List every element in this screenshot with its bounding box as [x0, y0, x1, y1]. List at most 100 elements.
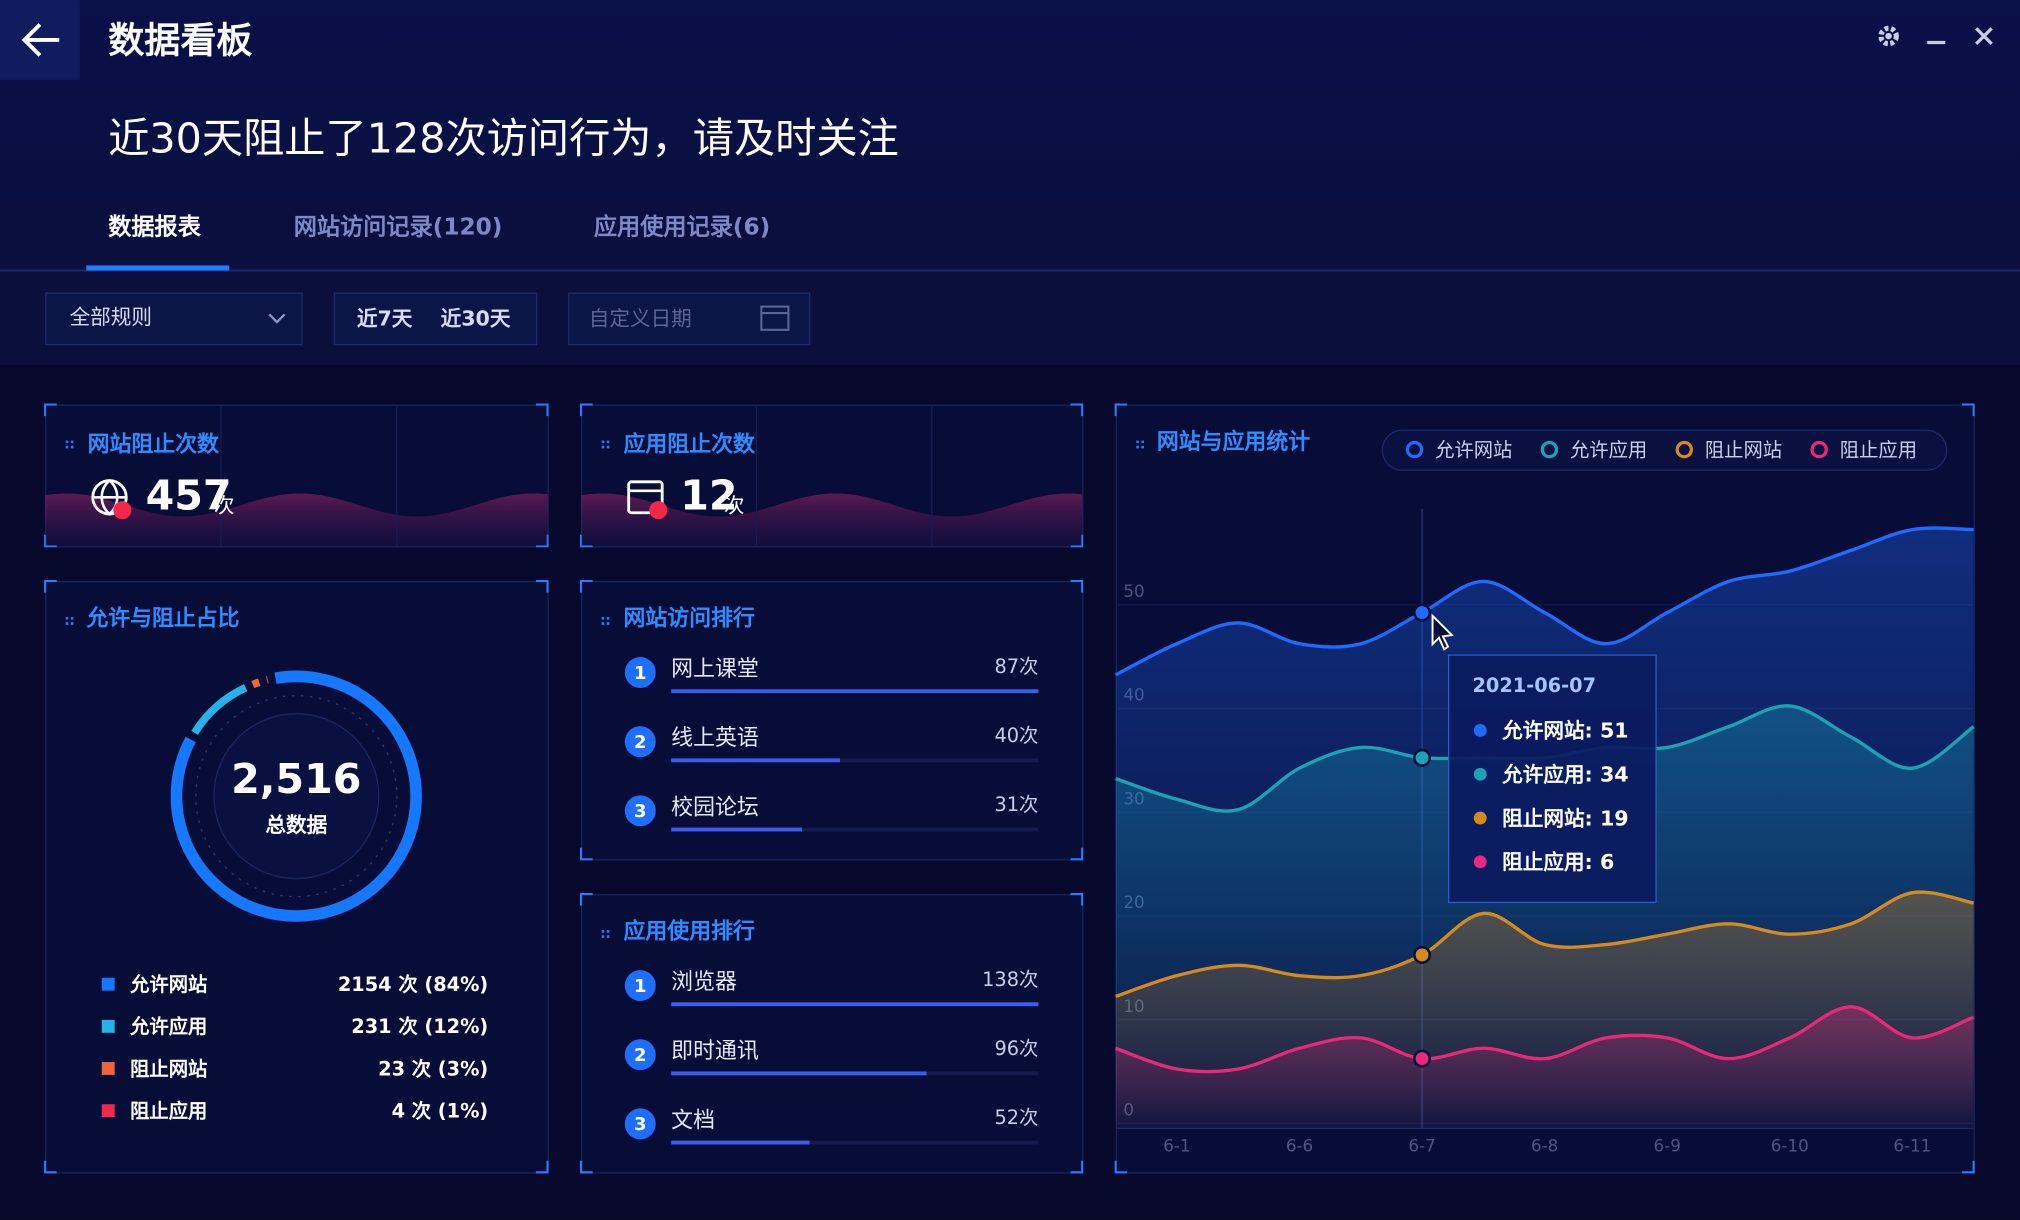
rank-track	[671, 827, 1039, 832]
tooltip-dot	[1473, 811, 1487, 825]
series-line	[1115, 1005, 1975, 1074]
date-input[interactable]	[568, 292, 811, 346]
card-corner	[1070, 893, 1084, 906]
card-corner	[1114, 1160, 1128, 1174]
page-title: 数据看板	[108, 20, 252, 62]
card-title-dots	[601, 930, 610, 938]
rank-value: 138次	[982, 968, 1038, 991]
x-tick-label: 6-1	[1163, 1136, 1190, 1156]
hover-point	[1413, 945, 1432, 964]
card-wave	[45, 493, 548, 547]
card-corner	[44, 579, 57, 593]
tab-underline	[86, 265, 230, 271]
notice: 近30天阻止了128次访问行为，请及时关注	[108, 115, 899, 163]
legend-name: 阻止网站	[130, 1057, 207, 1080]
rank-number: 3	[634, 1114, 647, 1135]
tooltip-item: 允许应用: 34	[1501, 763, 1629, 787]
x-tick-label: 6-6	[1286, 1136, 1313, 1156]
tooltip-dot	[1473, 724, 1487, 737]
hover-point	[1413, 1049, 1432, 1068]
tooltip-date: 2021-06-07	[1472, 674, 1596, 697]
rule-select[interactable]	[45, 292, 303, 346]
card-title-dots	[601, 440, 610, 449]
card-corner	[535, 579, 549, 593]
card-title-dots	[601, 617, 610, 625]
rank-bar	[671, 1002, 1039, 1007]
rank-bar	[671, 758, 840, 763]
donut-segment	[170, 670, 422, 922]
donut-segment	[191, 684, 248, 735]
rank-badge	[624, 1108, 656, 1140]
chevron	[268, 313, 286, 324]
rank-bar	[671, 1140, 810, 1145]
x-tick-label: 6-11	[1893, 1136, 1931, 1156]
card-title: 应用使用排行	[624, 919, 755, 945]
card-corner	[1114, 403, 1128, 417]
tab[interactable]: 数据报表	[108, 214, 202, 241]
block-badge	[649, 501, 668, 520]
card-title: 应用阻止次数	[624, 432, 755, 458]
tooltip-item: 阻止应用: 6	[1502, 850, 1614, 874]
series-area	[1115, 1006, 1974, 1129]
card-title-dots	[65, 440, 74, 449]
card-corner	[1070, 403, 1084, 417]
close-button[interactable]	[1975, 27, 1993, 45]
rank-number: 2	[634, 1045, 647, 1066]
stat-unit: 次	[724, 493, 745, 517]
rank-badge	[624, 1039, 656, 1071]
card-corner	[44, 1160, 57, 1174]
date-placeholder: 自定义日期	[589, 306, 692, 330]
card-corner	[535, 403, 549, 417]
legend-marker	[1675, 440, 1693, 459]
donut-total: 2,516	[231, 755, 361, 803]
stat-unit: 次	[214, 493, 235, 517]
stat-value: 457	[146, 472, 232, 520]
card-title: 允许与阻止占比	[85, 606, 239, 632]
range-toggle	[333, 292, 538, 346]
card-corner	[1962, 403, 1975, 417]
rank-badge	[624, 970, 656, 1001]
app-icon	[627, 480, 664, 515]
rank-badge	[624, 657, 656, 688]
x-tick-label: 6-9	[1654, 1136, 1681, 1156]
legend-marker	[1540, 440, 1559, 459]
back-icon	[21, 23, 60, 57]
rank-name: 文档	[671, 1108, 715, 1133]
rank-number: 1	[634, 976, 647, 997]
card-corner	[579, 579, 593, 593]
range-option[interactable]: 近30天	[441, 306, 511, 330]
x-tick-label: 6-7	[1408, 1136, 1435, 1156]
rank-name: 即时通讯	[671, 1039, 759, 1064]
legend-value: 23 次 (3%)	[378, 1057, 488, 1080]
legend-value: 4 次 (1%)	[392, 1099, 489, 1122]
tab[interactable]: 网站访问记录(120)	[294, 214, 503, 241]
donut-total-name: 总数据	[265, 813, 327, 837]
rank-value: 87次	[994, 655, 1038, 678]
hover-point	[1413, 603, 1432, 622]
rank-number: 2	[634, 732, 647, 753]
legend-name: 阻止应用	[130, 1099, 207, 1122]
rank-number: 1	[634, 663, 647, 684]
card-corner	[1070, 1160, 1084, 1174]
stat-value: 12	[680, 472, 737, 520]
gear-icon	[1878, 25, 1899, 47]
calendar-frame	[760, 305, 790, 331]
tab[interactable]: 应用使用记录(6)	[594, 214, 770, 241]
legend-swatch	[101, 1062, 115, 1075]
rank-bar	[671, 827, 803, 832]
card	[581, 894, 1084, 1174]
card-corner	[579, 403, 593, 417]
cursor	[1431, 613, 1454, 651]
legend-box	[1381, 429, 1948, 471]
rank-value: 40次	[994, 724, 1038, 747]
card-title-dots	[65, 617, 74, 625]
legend-label: 允许网站	[1435, 438, 1512, 461]
donut-core	[213, 713, 380, 880]
legend-label: 阻止应用	[1840, 438, 1917, 461]
settings-button[interactable]	[1878, 25, 1899, 47]
card-corner	[535, 1160, 549, 1174]
legend-value: 2154 次 (84%)	[338, 973, 488, 996]
rule-select-text: 全部规则	[70, 305, 152, 329]
range-option[interactable]: 近7天	[357, 306, 413, 330]
rank-number: 3	[634, 801, 647, 822]
